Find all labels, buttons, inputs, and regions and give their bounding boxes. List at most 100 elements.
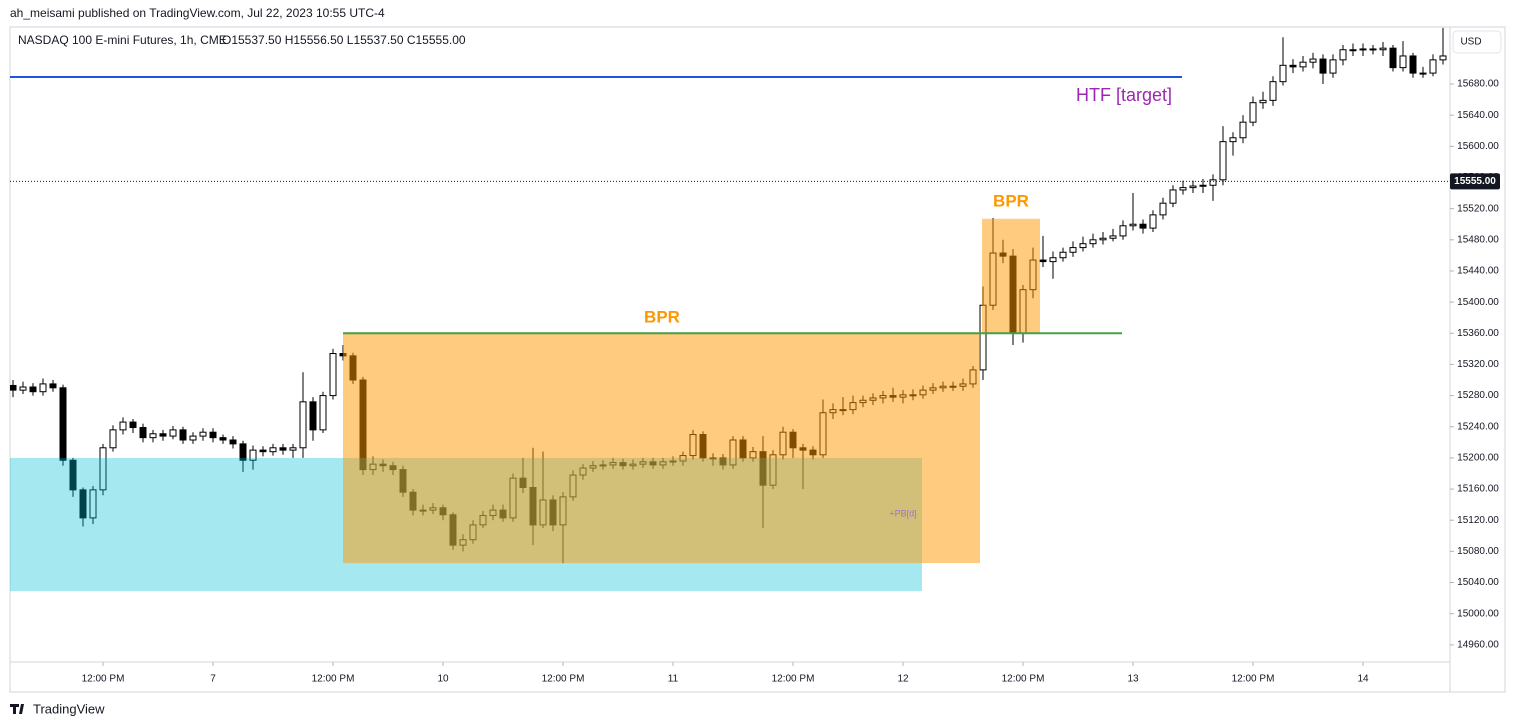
candle — [1269, 76, 1277, 106]
candle-body — [179, 429, 187, 441]
y-tick-label: 15680.00 — [1457, 79, 1499, 90]
candle-body — [19, 386, 27, 391]
level-label: HTF [target] — [1076, 85, 1172, 105]
candle-body — [1439, 55, 1447, 61]
candle-body — [1229, 137, 1237, 143]
candle-body — [229, 439, 237, 445]
candle-body — [169, 429, 177, 437]
candle — [1439, 27, 1447, 65]
candle — [1199, 179, 1207, 194]
candle-body — [1049, 257, 1057, 263]
candle-body — [1079, 243, 1087, 249]
candle — [1379, 41, 1387, 56]
candle — [239, 440, 247, 472]
candle — [10, 380, 17, 398]
candle-body — [1299, 61, 1307, 68]
candle-body — [1309, 58, 1317, 63]
candle-body — [1209, 179, 1217, 186]
brand-logo: TradingView — [10, 701, 105, 716]
candle-body — [1239, 121, 1247, 139]
candle — [49, 380, 57, 392]
candle-body — [1339, 49, 1347, 61]
candle-body — [189, 435, 197, 441]
candle-body — [1399, 55, 1407, 69]
candle-body — [289, 447, 297, 451]
candle-body — [199, 431, 207, 437]
candle — [19, 381, 27, 395]
last-price-box — [1450, 173, 1500, 190]
x-tick-label: 12:00 PM — [82, 674, 125, 685]
candle-body — [39, 383, 47, 393]
candle — [179, 426, 187, 444]
y-tick-label: 14960.00 — [1457, 640, 1499, 651]
candle — [1369, 45, 1377, 55]
candle-body — [1189, 185, 1197, 189]
candle-body — [269, 447, 277, 453]
candle — [109, 425, 117, 452]
candle — [299, 372, 307, 458]
candle — [1179, 180, 1187, 195]
candle — [99, 443, 107, 496]
y-tick-label: 15240.00 — [1457, 421, 1499, 432]
candle-body — [49, 383, 57, 389]
y-tick-label: 15280.00 — [1457, 390, 1499, 401]
candle — [1399, 41, 1407, 72]
candle — [1239, 115, 1247, 144]
zone — [982, 218, 1040, 334]
y-tick-label: 15360.00 — [1457, 328, 1499, 339]
x-tick-label: 13 — [1127, 674, 1139, 685]
x-tick-label: 12 — [897, 674, 909, 685]
candle — [1249, 96, 1257, 127]
currency-button[interactable] — [1452, 30, 1502, 54]
candle — [1109, 228, 1117, 242]
x-tick-label: 12:00 PM — [542, 674, 585, 685]
zone-label: BPR — [644, 307, 680, 326]
y-tick-label: 15480.00 — [1457, 234, 1499, 245]
candle-body — [129, 421, 137, 429]
y-tick-label: 15320.00 — [1457, 359, 1499, 370]
candle-body — [1329, 59, 1337, 74]
candle — [1279, 37, 1287, 86]
candle-body — [1389, 47, 1397, 69]
candle-body — [1069, 247, 1077, 253]
x-tick-label: 14 — [1357, 674, 1369, 685]
candle — [1149, 210, 1157, 233]
candle-body — [29, 386, 37, 393]
candle — [1349, 43, 1357, 56]
candle — [329, 348, 337, 400]
candle-body — [1129, 223, 1137, 227]
candle-body — [1219, 141, 1227, 181]
candle — [169, 425, 177, 440]
publisher-note: ah_meisami published on TradingView.com,… — [10, 6, 385, 20]
candle-body — [259, 449, 267, 453]
candle — [199, 428, 207, 441]
candle — [1299, 55, 1307, 72]
candle-body — [1119, 225, 1127, 237]
candle-body — [1099, 237, 1107, 241]
candle — [139, 423, 147, 443]
candle — [79, 487, 87, 527]
candle — [59, 384, 67, 466]
candle-body — [89, 489, 97, 519]
candle — [319, 391, 327, 433]
y-tick-label: 15520.00 — [1457, 203, 1499, 214]
candle — [1119, 220, 1127, 240]
candle — [129, 418, 137, 433]
candle-body — [309, 401, 317, 431]
candle-body — [1059, 251, 1067, 259]
candle-body — [329, 353, 337, 397]
candle-body — [319, 395, 327, 431]
candle — [1309, 52, 1317, 69]
y-tick-label: 15440.00 — [1457, 266, 1499, 277]
candle — [189, 432, 197, 444]
x-tick-label: 12:00 PM — [1002, 674, 1045, 685]
candle-body — [1199, 184, 1207, 187]
candle — [149, 429, 157, 443]
candle-body — [209, 431, 217, 439]
candle — [1419, 66, 1427, 78]
candle — [309, 397, 317, 441]
candle — [1339, 45, 1347, 66]
candle-body — [149, 433, 157, 439]
x-tick-label: 12:00 PM — [1232, 674, 1275, 685]
